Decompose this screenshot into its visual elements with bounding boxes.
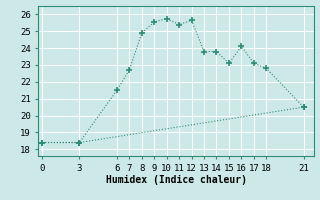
X-axis label: Humidex (Indice chaleur): Humidex (Indice chaleur) bbox=[106, 175, 246, 185]
